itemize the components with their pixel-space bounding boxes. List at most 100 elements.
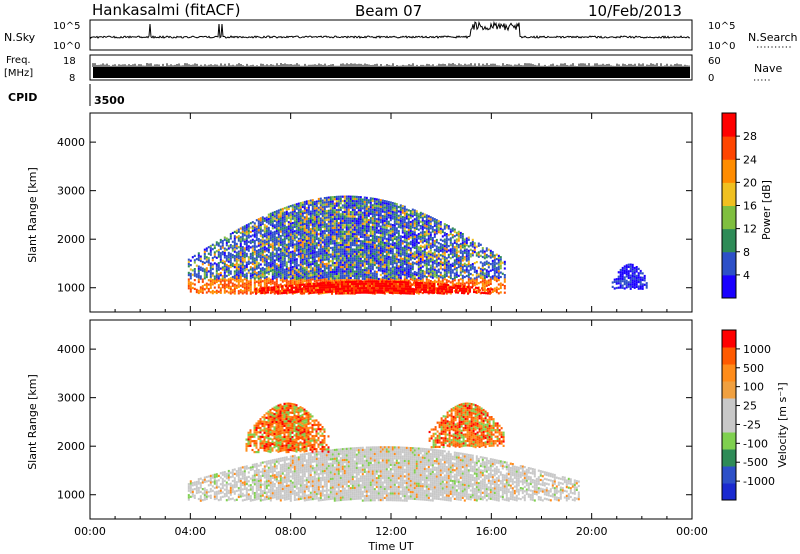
power-cell: [275, 256, 278, 259]
power-cell: [497, 261, 500, 264]
power-cell: [423, 288, 425, 291]
power-cell: [453, 241, 456, 244]
power-cell: [289, 205, 292, 208]
power-cell: [231, 240, 234, 243]
power-cell: [333, 224, 336, 227]
power-cell: [319, 224, 322, 227]
power-cell: [259, 276, 262, 279]
power-cell: [321, 225, 324, 229]
power-cell: [479, 276, 482, 279]
power-cell: [289, 224, 292, 227]
power-cell: [451, 242, 454, 245]
power-cell: [273, 272, 276, 275]
power-cell: [269, 286, 271, 289]
power-cell: [247, 240, 250, 243]
power-cell: [337, 237, 340, 240]
power-cell: [287, 267, 290, 270]
power-cell: [335, 266, 338, 269]
power-cell: [269, 219, 272, 222]
power-cell: [393, 215, 396, 218]
power-cell: [453, 254, 456, 258]
power-cell: [345, 252, 348, 255]
power-cell: [241, 265, 244, 269]
power-cell: [407, 292, 409, 295]
power-cell: [291, 226, 294, 229]
power-cell: [407, 287, 409, 291]
power-cell: [325, 201, 328, 204]
power-cell: [369, 284, 371, 288]
power-cell: [317, 226, 320, 229]
power-cell: [295, 260, 298, 263]
power-cell: [285, 283, 288, 286]
power-cell: [227, 284, 230, 287]
power-cell: [189, 283, 192, 286]
power-cell: [323, 284, 325, 287]
power-cell: [305, 209, 308, 212]
power-cell: [319, 276, 322, 279]
power-cell: [331, 229, 334, 232]
power-cell: [297, 242, 300, 245]
power-cell: [199, 255, 202, 258]
power-cell: [251, 221, 254, 224]
power-cell: [311, 234, 314, 237]
power-cell: [285, 287, 288, 290]
power-cell: [379, 265, 382, 268]
power-cell: [267, 262, 270, 265]
power-cell: [427, 246, 430, 249]
power-cell: [319, 217, 322, 220]
power-cell: [435, 256, 438, 259]
power-cell: [421, 212, 424, 215]
power-cell: [485, 249, 488, 252]
power-cell: [461, 252, 464, 255]
power-cell: [263, 219, 266, 222]
power-cell: [287, 236, 290, 239]
power-cell: [313, 205, 316, 208]
power-cell: [339, 279, 342, 282]
power-cell: [255, 219, 258, 222]
power-cell: [373, 241, 376, 245]
power-cell: [435, 241, 438, 244]
power-cell: [405, 287, 407, 290]
power-cell: [445, 246, 448, 249]
power-cell: [395, 271, 398, 274]
power-cell: [467, 254, 470, 257]
power-cell: [349, 244, 352, 247]
power-cell: [449, 292, 452, 295]
power-cell: [361, 220, 364, 223]
power-cell: [395, 277, 398, 281]
power-cell: [303, 291, 306, 294]
power-cell: [361, 242, 364, 245]
power-cell: [437, 268, 440, 271]
power-cell: [455, 267, 458, 270]
power-cell: [439, 285, 441, 288]
power-cell: [495, 275, 498, 278]
power-cell: [303, 238, 306, 241]
power-cell: [407, 283, 409, 286]
power-cell: [327, 203, 330, 206]
power-cell: [443, 273, 446, 276]
power-cell: [319, 213, 322, 216]
power-cell: [361, 211, 364, 214]
power-cell: [469, 255, 472, 258]
power-cell: [327, 216, 330, 219]
power-cell: [361, 202, 364, 206]
power-cell: [233, 241, 236, 244]
power-cell: [355, 266, 358, 269]
power-cell: [245, 285, 248, 288]
power-cell: [433, 218, 436, 221]
power-cell: [489, 256, 492, 259]
power-cell: [365, 256, 368, 259]
power-cell: [213, 279, 216, 283]
power-cell: [373, 206, 376, 209]
power-cell: [445, 266, 448, 269]
power-cell: [377, 236, 380, 239]
power-cell: [307, 233, 310, 236]
power-cell: [227, 273, 230, 276]
power-cell: [335, 253, 338, 256]
power-cell: [403, 289, 405, 293]
power-cell: [463, 275, 466, 279]
power-cell: [309, 232, 312, 235]
power-cell: [379, 229, 382, 233]
power-cell: [419, 236, 422, 239]
